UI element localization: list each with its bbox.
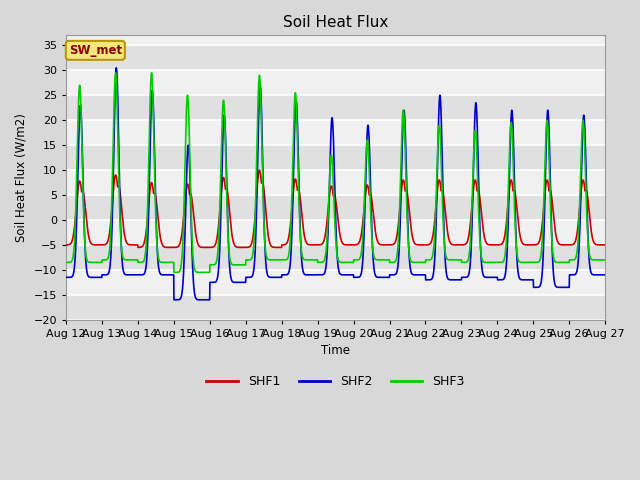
X-axis label: Time: Time (321, 344, 350, 357)
SHF2 (493, 275, 500, 280)
SHF2 (62, 275, 70, 280)
SHF1 (62, 242, 70, 248)
Bar (66, 120, 605, 145)
SHF2 (113, 65, 120, 71)
SHF1 (554, 240, 562, 245)
SHF2 (602, 272, 609, 278)
SHF2 (213, 277, 221, 283)
Bar (66, 270, 605, 295)
SHF2 (569, 272, 577, 278)
Text: SW_met: SW_met (68, 44, 122, 57)
Line: SHF2: SHF2 (66, 68, 605, 300)
SHF2 (206, 297, 214, 303)
SHF1 (493, 242, 500, 248)
SHF3 (364, 137, 371, 143)
SHF3 (351, 257, 359, 263)
SHF1 (206, 244, 214, 250)
Line: SHF1: SHF1 (66, 170, 605, 247)
Bar (66, 245, 605, 270)
Bar (66, 195, 605, 220)
Legend: SHF1, SHF2, SHF3: SHF1, SHF2, SHF3 (202, 370, 470, 393)
SHF1 (364, 182, 371, 188)
SHF2 (364, 130, 371, 136)
SHF3 (602, 257, 609, 263)
Line: SHF3: SHF3 (66, 73, 605, 272)
SHF3 (569, 257, 577, 263)
Y-axis label: Soil Heat Flux (W/m2): Soil Heat Flux (W/m2) (15, 113, 28, 242)
SHF1 (255, 167, 263, 173)
SHF1 (213, 237, 221, 243)
Bar (66, 220, 605, 245)
SHF3 (554, 260, 562, 265)
SHF3 (493, 260, 500, 265)
Bar (66, 95, 605, 120)
SHF2 (351, 275, 359, 280)
SHF1 (569, 241, 577, 247)
Bar (66, 145, 605, 170)
SHF1 (602, 242, 609, 248)
Title: Soil Heat Flux: Soil Heat Flux (283, 15, 388, 30)
SHF2 (554, 285, 562, 290)
SHF1 (351, 242, 359, 248)
Bar (66, 70, 605, 95)
Bar (66, 45, 605, 70)
SHF3 (205, 269, 213, 275)
SHF3 (62, 260, 70, 265)
SHF3 (213, 257, 221, 263)
Bar (66, 295, 605, 320)
Bar (66, 170, 605, 195)
SHF3 (112, 70, 120, 76)
